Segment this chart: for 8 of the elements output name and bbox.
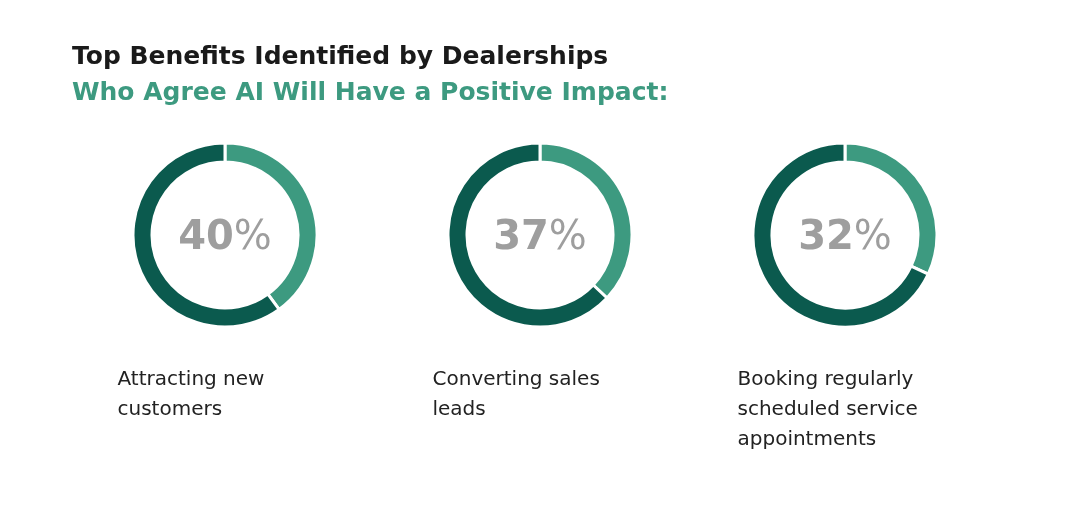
data-label: 32%: [798, 212, 892, 258]
text: Converting sales leads: [432, 366, 607, 420]
text: Who Agree AI Will Have a Positive Impact:: [72, 76, 669, 108]
data-label: 37%: [493, 212, 587, 258]
chart-title: Top Benefits Identified by Dealerships: [72, 40, 610, 72]
data-label: 40%: [178, 212, 272, 258]
text: Attracting new customers: [117, 366, 271, 420]
text: Booking regularly scheduled service appointments: [737, 366, 925, 450]
